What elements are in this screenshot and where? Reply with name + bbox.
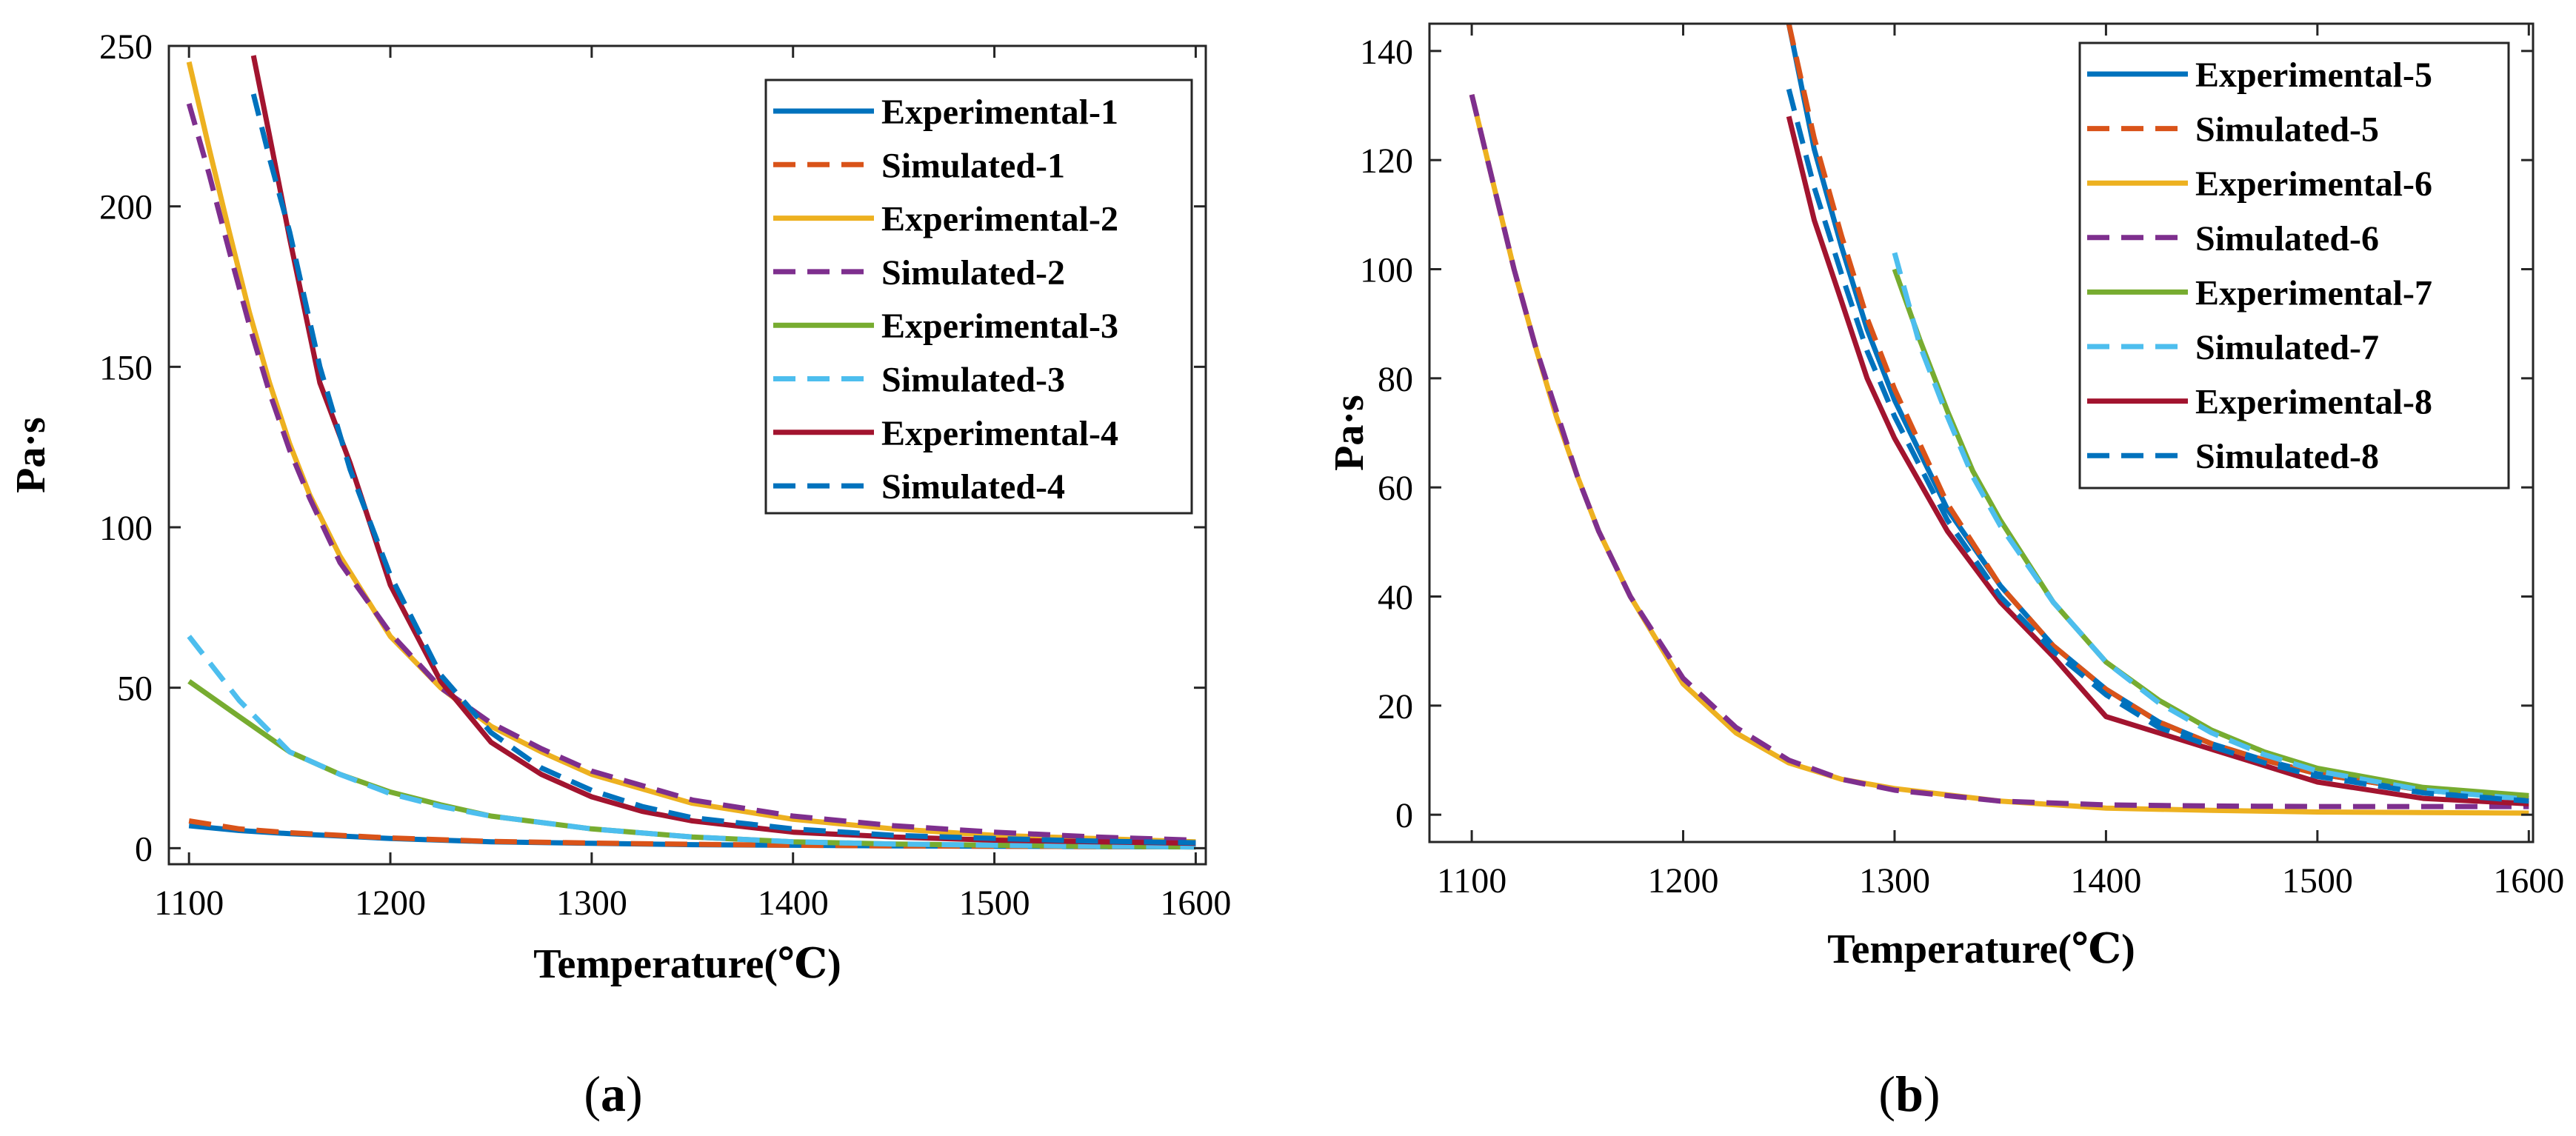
legend-label-simulated-1: Simulated-1 <box>881 146 1065 185</box>
legend-label-simulated-7: Simulated-7 <box>2195 328 2379 367</box>
y-tick-label: 120 <box>1360 141 1413 181</box>
x-tick-label: 1300 <box>1859 861 1930 901</box>
panel-label-b: (b) <box>1878 1066 1940 1122</box>
legend-box <box>764 78 1193 515</box>
series-line-simulated-8 <box>1786 88 2529 804</box>
legend-label-experimental-3: Experimental-3 <box>881 307 1118 346</box>
y-tick-label: 140 <box>1360 33 1413 72</box>
y-tick-label: 100 <box>99 509 153 548</box>
legend-label-experimental-4: Experimental-4 <box>881 414 1118 453</box>
x-tick-label: 1200 <box>1648 861 1719 901</box>
y-axis-label: Pa·s <box>8 417 54 493</box>
y-tick-label: 0 <box>1395 796 1413 835</box>
x-axis-label: Temperature(℃) <box>1827 926 2135 972</box>
series-line-experimental-2 <box>186 61 1196 845</box>
series-line-simulated-5 <box>1786 24 2529 801</box>
y-axis-label: Pa·s <box>1327 395 1372 471</box>
x-tick-label: 1600 <box>1160 883 1231 923</box>
legend-label-experimental-5: Experimental-5 <box>2195 56 2432 95</box>
x-tick-label: 1200 <box>355 883 426 923</box>
legend-label-experimental-1: Experimental-1 <box>881 93 1118 132</box>
legend-label-experimental-2: Experimental-2 <box>881 200 1118 239</box>
axes-box <box>167 44 1207 866</box>
legend-label-simulated-2: Simulated-2 <box>881 253 1065 293</box>
axes-box <box>1428 22 2535 843</box>
x-tick-label: 1400 <box>2070 861 2141 901</box>
series-line-simulated-7 <box>1892 252 2529 802</box>
y-tick-label: 50 <box>117 669 153 709</box>
legend-label-simulated-5: Simulated-5 <box>2195 110 2379 150</box>
legend-label-simulated-6: Simulated-6 <box>2195 219 2379 258</box>
y-tick-label: 200 <box>99 188 153 227</box>
legend-label-experimental-8: Experimental-8 <box>2195 383 2432 422</box>
y-tick-label: 100 <box>1360 251 1413 290</box>
chart-panel-a: 1100 1200 1300 1400 1500 1600 0 50 100 150 200 250 T… <box>8 27 1231 987</box>
x-tick-label: 1500 <box>2282 861 2353 901</box>
x-tick-label: 1300 <box>556 883 627 923</box>
legend-label-experimental-6: Experimental-6 <box>2195 164 2432 204</box>
panel-label-a: (a) <box>584 1066 642 1122</box>
series-line-experimental-8 <box>1786 116 2529 806</box>
legend-label-simulated-3: Simulated-3 <box>881 361 1065 400</box>
y-tick-label: 40 <box>1378 578 1413 618</box>
y-tick-label: 150 <box>99 348 153 387</box>
y-tick-label: 0 <box>135 829 153 869</box>
x-tick-label: 1500 <box>959 883 1030 923</box>
legend-label-simulated-8: Simulated-8 <box>2195 437 2379 476</box>
series-line-simulated-3 <box>187 635 1196 850</box>
series-line-simulated-2 <box>186 103 1196 843</box>
series-line-simulated-6 <box>1469 93 2529 809</box>
x-axis-label: Temperature(℃) <box>533 941 841 987</box>
y-tick-label: 250 <box>99 27 153 67</box>
legend-label-experimental-7: Experimental-7 <box>2195 273 2432 313</box>
x-tick-label: 1100 <box>154 883 224 923</box>
y-tick-label: 60 <box>1378 469 1413 508</box>
series-line-simulated-4 <box>250 93 1196 846</box>
y-tick-label: 80 <box>1378 360 1413 399</box>
legend-box <box>2078 41 2510 490</box>
legend-label-simulated-4: Simulated-4 <box>881 467 1065 507</box>
y-tick-label: 20 <box>1378 687 1413 726</box>
x-tick-label: 1100 <box>1437 861 1506 901</box>
chart-panel-b: 1100 1200 1300 1400 1500 1600 0 20 40 60 80 100 120 1… <box>1327 22 2564 972</box>
series-line-experimental-7 <box>1892 268 2529 798</box>
x-tick-label: 1400 <box>758 883 829 923</box>
x-tick-label: 1600 <box>2493 861 2564 901</box>
